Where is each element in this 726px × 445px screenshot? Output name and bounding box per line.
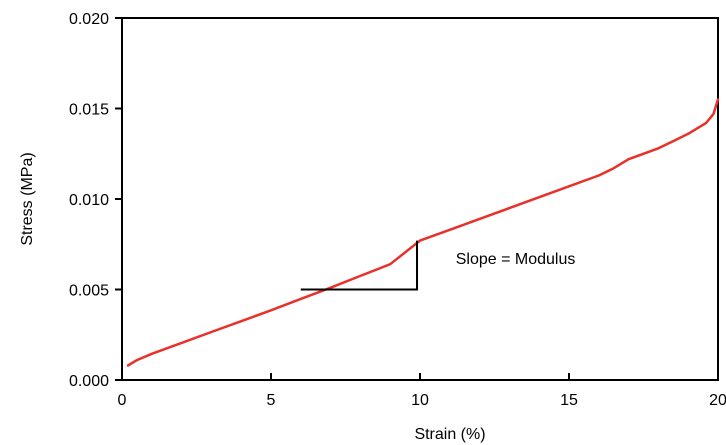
x-tick-label: 10 (411, 392, 429, 409)
x-tick-label: 0 (118, 392, 127, 409)
y-tick-label: 0.020 (69, 11, 109, 28)
y-axis-title: Stress (MPa) (19, 152, 36, 245)
plot-frame (121, 17, 719, 381)
x-tick-label: 20 (709, 392, 726, 409)
x-tick-label: 15 (560, 392, 578, 409)
y-tick-label: 0.010 (69, 192, 109, 209)
y-axis-ticks: 0.000 0.005 0.010 0.015 0.020 (69, 11, 122, 390)
x-tick-label: 5 (267, 392, 276, 409)
slope-annotation: Slope = Modulus (456, 251, 576, 268)
series-layer (126, 98, 720, 367)
x-axis-title: Strain (%) (414, 426, 485, 443)
y-tick-label: 0.000 (69, 373, 109, 390)
annotation-layer: Slope = Modulus (300, 240, 576, 291)
series-line (126, 98, 720, 367)
y-tick-label: 0.015 (69, 102, 109, 119)
y-tick-label: 0.005 (69, 283, 109, 300)
slope-triangle (300, 240, 419, 291)
